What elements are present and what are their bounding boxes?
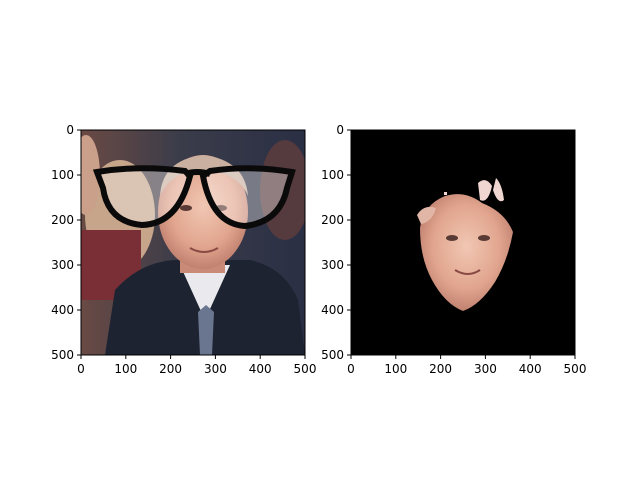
x-tick-label-right: 200 [429, 362, 452, 376]
hair [160, 155, 248, 196]
axes-frame-right [350, 129, 576, 356]
y-tick-label-left: 300 [51, 258, 74, 272]
x-tick-label-left: 0 [77, 362, 85, 376]
y-tick-label-left: 400 [51, 303, 74, 317]
x-tick-label-right: 500 [564, 362, 587, 376]
x-tick-label-left: 200 [159, 362, 182, 376]
x-tick-label-right: 0 [347, 362, 355, 376]
hair-fragment [417, 206, 436, 224]
x-tick-label-left: 100 [114, 362, 137, 376]
mask-image [351, 130, 575, 355]
glasses-overlay [92, 165, 296, 230]
x-tick-label-left: 300 [204, 362, 227, 376]
axes-frame-left [80, 129, 306, 356]
y-tick-label-right: 0 [336, 123, 344, 137]
x-tick-label-left: 500 [294, 362, 317, 376]
hair-fragment [478, 180, 492, 201]
tie [198, 305, 214, 355]
x-tick-label-right: 100 [384, 362, 407, 376]
y-tick-label-left: 500 [51, 348, 74, 362]
y-tick-label-left: 200 [51, 213, 74, 227]
y-tick-label-left: 100 [51, 168, 74, 182]
hair-fragment [493, 178, 504, 202]
x-tick-label-right: 400 [519, 362, 542, 376]
x-tick-label-left: 400 [249, 362, 272, 376]
y-tick-label-right: 500 [321, 348, 344, 362]
photo-image [81, 130, 305, 355]
y-tick-label-right: 100 [321, 168, 344, 182]
y-tick-label-left: 0 [66, 123, 74, 137]
y-tick-label-right: 200 [321, 213, 344, 227]
y-tick-label-right: 400 [321, 303, 344, 317]
face-cutout [420, 194, 513, 311]
x-tick-label-right: 300 [474, 362, 497, 376]
y-tick-label-right: 300 [321, 258, 344, 272]
face [158, 155, 248, 269]
